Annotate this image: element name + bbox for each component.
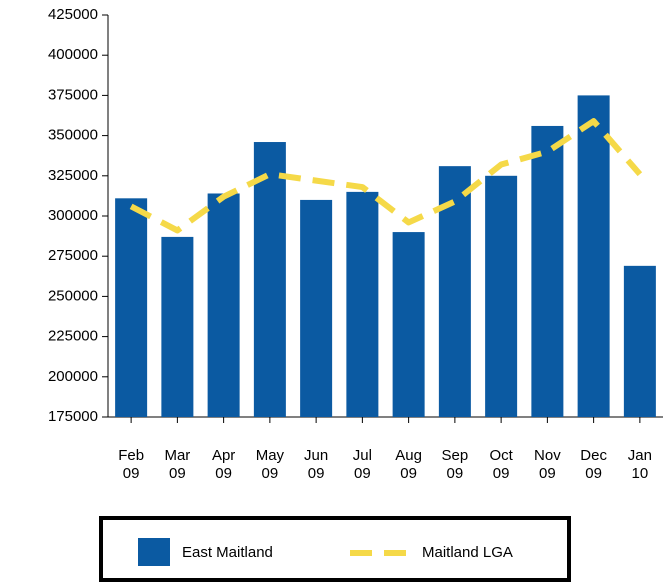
x-tick-label: Jan 10 [627,447,652,482]
bar [531,125,564,418]
x-tick-label: Oct 09 [489,447,513,482]
y-tick-label: 200000 [48,368,98,385]
y-tick-label: 175000 [48,408,98,425]
x-tick-label: Dec 09 [580,447,607,482]
x-tick-label: Jul 09 [352,447,372,482]
bar [577,95,610,418]
line [129,118,643,234]
y-tick-label: 225000 [48,328,98,345]
x-tick-label: May 09 [255,447,285,482]
bar [115,198,148,417]
bar [253,142,286,418]
x-tick-label: Feb 09 [118,447,145,482]
bar [207,193,240,417]
bar [485,175,518,417]
y-tick-label: 350000 [48,127,98,144]
y-tick-label: 400000 [48,46,98,63]
x-tick-label: Sep 09 [441,447,469,482]
y-tick-label: 275000 [48,247,98,264]
legend-label: Maitland LGA [422,544,513,561]
legend-box [99,516,571,582]
legend-label: East Maitland [182,544,273,561]
y-tick-label: 250000 [48,287,98,304]
y-tick-label: 375000 [48,86,98,103]
bar [623,265,656,417]
x-tick-label: Apr 09 [211,447,236,482]
x-tick-label: Mar 09 [164,447,191,482]
y-tick-label: 325000 [48,167,98,184]
bar [161,236,194,417]
y-tick-label: 425000 [48,6,98,23]
x-tick-label: Nov 09 [534,447,561,482]
x-tick-label: Jun 09 [304,447,329,482]
bar [346,191,379,417]
bar [300,199,333,417]
legend-swatch [138,538,170,566]
x-tick-label: Aug 09 [395,447,422,482]
y-tick-label: 300000 [48,207,98,224]
bar [392,232,425,417]
